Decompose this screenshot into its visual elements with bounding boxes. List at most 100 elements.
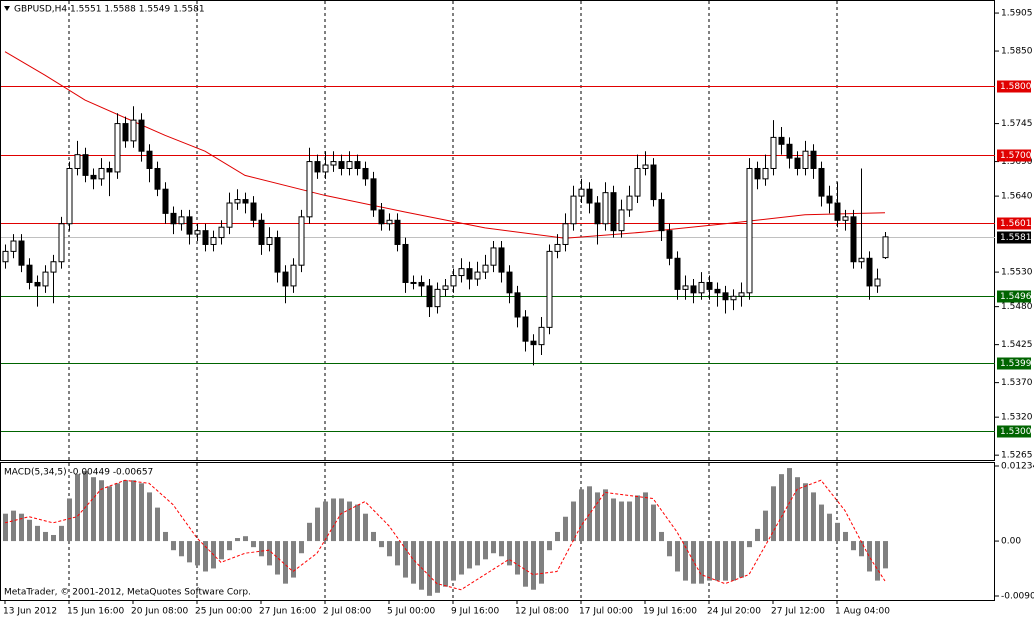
candle-body: [162, 188, 169, 214]
macd-bar: [75, 474, 80, 542]
candle-body: [322, 164, 329, 173]
macd-bar: [131, 480, 136, 542]
y-tick-label: 1.5480: [1001, 302, 1033, 312]
candle-body: [714, 288, 721, 294]
candle-body: [786, 143, 793, 159]
macd-bar: [467, 541, 472, 569]
macd-bar: [531, 541, 536, 590]
level-label-box: [997, 290, 1031, 303]
macd-bar: [355, 504, 360, 542]
candle-body: [146, 150, 153, 169]
macd-bar: [611, 498, 616, 542]
candle-body: [266, 237, 273, 245]
macd-bar: [227, 541, 232, 551]
candle-body: [50, 261, 57, 273]
candle-body: [634, 167, 641, 197]
macd-bar: [851, 541, 856, 551]
candle-body: [882, 236, 889, 259]
candle-body: [410, 281, 417, 284]
candle-body: [234, 199, 241, 204]
macd-bar: [67, 498, 72, 542]
level-label-box: [997, 425, 1031, 438]
level-label: 1.5300: [1000, 427, 1032, 437]
candle-body: [610, 192, 617, 232]
candle-body: [842, 216, 849, 221]
level-label: 1.5601: [1000, 219, 1032, 229]
candle-body: [698, 281, 705, 294]
candle-body: [514, 292, 521, 318]
macd-bar: [859, 541, 864, 557]
y-tick-label: 1.5320: [1001, 413, 1033, 423]
candle-body: [658, 199, 665, 232]
candle-body: [754, 167, 761, 180]
y-tick-label: 1.5850: [1001, 47, 1033, 57]
candle-body: [874, 278, 881, 287]
candle-body: [538, 326, 545, 346]
candle-body: [82, 154, 89, 176]
macd-bar: [819, 504, 824, 542]
candle-body: [650, 164, 657, 201]
macd-bar: [27, 519, 32, 542]
y-tick-label: 1.5905: [1001, 9, 1033, 19]
macd-bar: [267, 541, 272, 566]
candle-body: [602, 192, 609, 225]
macd-bar: [275, 541, 280, 575]
current-price-label: 1.5581: [1000, 233, 1032, 243]
candle-body: [130, 119, 137, 142]
macd-bar: [491, 541, 496, 554]
candle-body: [434, 288, 441, 308]
macd-bar: [771, 486, 776, 542]
macd-bar: [827, 513, 832, 542]
candle-body: [490, 247, 497, 266]
candle-body: [218, 226, 225, 239]
macd-bar: [307, 522, 312, 542]
macd-bar: [163, 531, 168, 542]
level-label: 1.5496: [1000, 292, 1032, 302]
candle-body: [802, 150, 809, 169]
macd-bar: [803, 483, 808, 542]
candle-body: [834, 202, 841, 221]
candle-body: [298, 216, 305, 266]
macd-bar: [339, 498, 344, 542]
chart-title: GBPUSD,H4 1.5551 1.5588 1.5549 1.5581: [14, 5, 205, 15]
macd-bar: [539, 541, 544, 584]
x-tick-label: 27 Jul 12:00: [771, 607, 825, 617]
macd-bar: [643, 492, 648, 542]
macd-bar: [251, 541, 256, 548]
candle-body: [386, 219, 393, 225]
y-tick-label: 1.5640: [1001, 192, 1033, 202]
macd-bar: [627, 501, 632, 542]
macd-bar: [123, 480, 128, 542]
macd-bar: [579, 489, 584, 542]
macd-bar: [779, 474, 784, 542]
macd-bar: [595, 492, 600, 542]
candle-body: [770, 136, 777, 169]
candle-body: [66, 167, 73, 225]
candle-body: [2, 250, 9, 263]
macd-bar: [691, 541, 696, 584]
y-tick-label: 1.5530: [1001, 268, 1033, 278]
x-tick-label: 1 Aug 04:00: [835, 607, 890, 617]
candle-body: [570, 195, 577, 225]
macd-bar: [51, 534, 56, 542]
candle-body: [818, 167, 825, 197]
candle-body: [482, 264, 489, 273]
main-panel: [0, 0, 995, 461]
candle-body: [106, 167, 113, 173]
candle-body: [34, 281, 41, 287]
macd-bar: [419, 541, 424, 590]
candle-body: [690, 285, 697, 294]
y-tick-label: 1.5425: [1001, 340, 1033, 350]
candle-body: [90, 174, 97, 180]
candle-body: [138, 119, 145, 152]
macd-bar: [427, 541, 432, 596]
macd-bar: [395, 541, 400, 566]
x-tick-label: 19 Jul 16:00: [643, 607, 697, 617]
level-label: 1.5399: [1000, 359, 1032, 369]
macd-bar: [259, 541, 264, 557]
candle-body: [10, 240, 17, 252]
candle-body: [58, 223, 65, 263]
candle-body: [674, 257, 681, 290]
candle-body: [370, 178, 377, 211]
macd-bar: [571, 501, 576, 542]
